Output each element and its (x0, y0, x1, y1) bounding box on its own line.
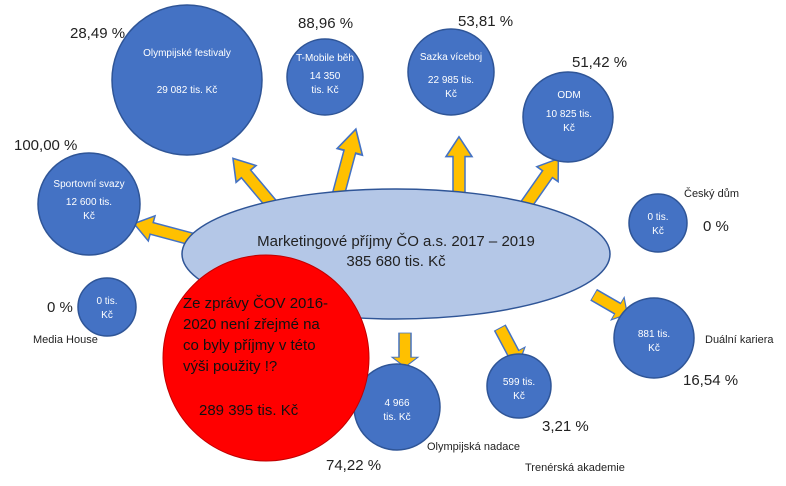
cesky-dum-name: Český dům (684, 188, 740, 200)
odm-amount-1: 10 825 tis. (545, 109, 593, 120)
circle-odm (522, 71, 614, 163)
sportovni-svazy-amount-1: 12 600 tis. (65, 197, 113, 208)
trenerska-akademie-amount-1: 599 tis. (502, 377, 536, 388)
tmobile-beh-pct: 88,96 % (298, 15, 354, 32)
tmobile-beh-amount-2: tis. Kč (311, 85, 339, 96)
red-note-line-3: co byly příjmy v této (183, 337, 316, 354)
odm-name: ODM (557, 90, 581, 101)
olympijska-nadace-pct: 74,22 % (326, 457, 382, 474)
olympijska-nadace-amount-2: tis. Kč (383, 412, 411, 423)
dualni-kariera-name: Duální kariera (705, 334, 774, 346)
cesky-dum-amount-1: 0 tis. (647, 212, 669, 223)
center-total: 385 680 tis. Kč (346, 253, 446, 270)
media-house-name: Media House (33, 334, 98, 346)
red-note-circle (162, 254, 370, 462)
trenerska-akademie-name: Trenérská akademie (525, 462, 625, 474)
olympijske-festivaly-name: Olympijské festivaly (143, 48, 231, 59)
sportovni-svazy-amount-2: Kč (83, 211, 95, 222)
sazka-viceboj-name: Sazka víceboj (419, 52, 483, 63)
dualni-kariera-amount-2: Kč (648, 343, 660, 354)
circle-sportovni-svazy (37, 152, 141, 256)
sportovni-svazy-pct: 100,00 % (14, 137, 78, 154)
cesky-dum-amount-2: Kč (652, 226, 664, 237)
tmobile-beh-amount-1: 14 350 (309, 71, 341, 82)
olympijske-festivaly-amount: 29 082 tis. Kč (156, 85, 218, 96)
odm-pct: 51,42 % (572, 54, 628, 71)
olympijske-festivaly-pct: 28,49 % (70, 25, 126, 42)
media-house-pct: 0 % (47, 299, 73, 316)
red-note-amount: 289 395 tis. Kč (199, 402, 299, 419)
circle-media-house (77, 277, 137, 337)
red-note-line-1: Ze zprávy ČOV 2016- (183, 295, 329, 312)
trenerska-akademie-amount-2: Kč (513, 391, 525, 402)
circle-sazka-viceboj (407, 28, 495, 116)
circle-tmobile-beh (286, 38, 364, 116)
center-title: Marketingové příjmy ČO a.s. 2017 – 2019 (257, 233, 535, 250)
red-note-line-4: výši použity !? (183, 358, 278, 375)
media-house-amount-2: Kč (101, 310, 113, 321)
sazka-viceboj-amount-2: Kč (445, 89, 457, 100)
circle-olympijske-festivaly (111, 4, 263, 156)
dualni-kariera-amount-1: 881 tis. (637, 329, 671, 340)
cesky-dum-pct: 0 % (703, 218, 729, 235)
olympijska-nadace-amount-1: 4 966 (384, 398, 410, 409)
red-note-line-2: 2020 není zřejmé na (183, 316, 320, 333)
tmobile-beh-name: T-Mobile běh (296, 53, 354, 64)
sazka-viceboj-pct: 53,81 % (458, 13, 514, 30)
sazka-viceboj-amount-1: 22 985 tis. (427, 75, 475, 86)
circle-trenerska-akademie (486, 353, 552, 419)
arrow-to-olympijska-nadace (391, 332, 419, 368)
circle-dualni-kariera (613, 297, 695, 379)
circle-cesky-dum (628, 193, 688, 253)
dualni-kariera-pct: 16,54 % (683, 372, 739, 389)
trenerska-akademie-pct: 3,21 % (542, 418, 589, 435)
sportovni-svazy-name: Sportovní svazy (53, 179, 125, 190)
media-house-amount-1: 0 tis. (96, 296, 118, 307)
olympijska-nadace-name: Olympijská nadace (427, 441, 520, 453)
odm-amount-2: Kč (563, 123, 575, 134)
